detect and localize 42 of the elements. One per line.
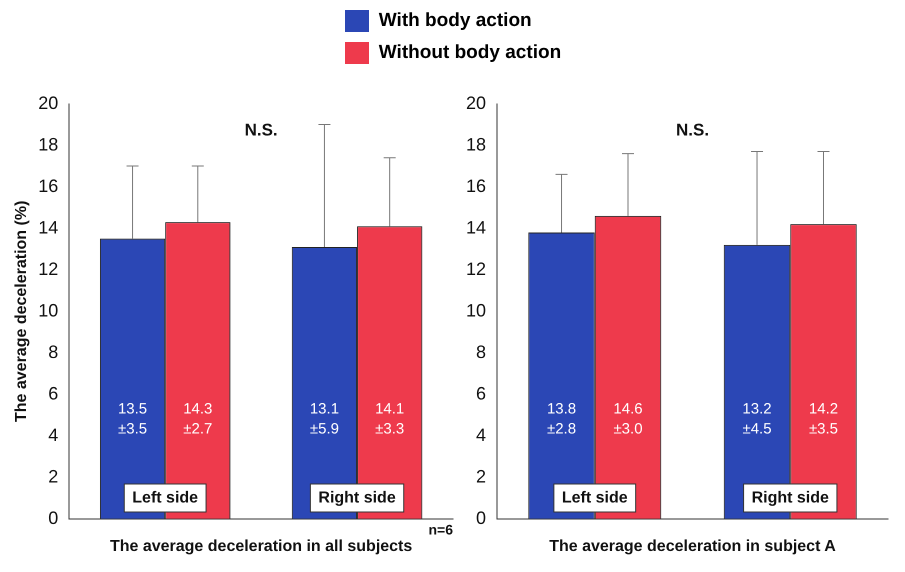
y-tick-label: 12: [466, 258, 486, 279]
legend-label: With body action: [378, 10, 532, 32]
y-tick-label: 0: [476, 508, 486, 528]
y-tick-label: 0: [48, 508, 58, 528]
y-tick-label: 16: [466, 176, 486, 196]
y-tick-label: 12: [38, 258, 58, 279]
y-tick-label: 18: [38, 134, 58, 154]
y-tick-label: 16: [38, 176, 58, 196]
y-tick-label: 8: [476, 342, 486, 362]
legend-label: Without body action: [378, 42, 562, 64]
y-axis-title: The average deceleration (%): [13, 200, 30, 422]
annotation: N.S.: [244, 120, 278, 140]
y-tick-label: 2: [48, 466, 58, 486]
data-label: 14.6 ±3.0: [613, 400, 643, 438]
x-tick-label: Left side: [562, 489, 628, 506]
y-tick-label: 4: [476, 424, 486, 445]
data-label: 13.5 ±3.5: [118, 400, 148, 438]
text: n=6: [428, 522, 454, 538]
x-tick-label: Right side: [318, 489, 396, 506]
y-tick-label: 20: [466, 92, 486, 113]
data-label: 13.1 ±5.9: [310, 400, 340, 438]
data-label: 13.2 ±4.5: [742, 400, 772, 438]
data-label: 14.3 ±2.7: [183, 400, 212, 438]
data-label: 13.8 ±2.8: [546, 400, 576, 438]
y-tick-label: 14: [466, 217, 486, 238]
x-tick-label: Left side: [132, 489, 198, 506]
y-tick-label: 2: [476, 466, 486, 486]
y-tick-label: 6: [48, 383, 58, 404]
data-label: 14.2 ±3.5: [808, 400, 838, 438]
y-tick-label: 8: [48, 342, 58, 362]
y-tick-label: 4: [48, 424, 58, 445]
y-tick-label: 6: [476, 383, 486, 404]
y-tick-label: 18: [466, 134, 486, 154]
data-label: 14.1 ±3.3: [375, 400, 404, 438]
x-axis-title: The average deceleration in subject A: [549, 538, 836, 555]
y-tick-label: 20: [38, 92, 58, 113]
x-tick-label: Right side: [752, 489, 830, 506]
y-tick-label: 10: [466, 300, 486, 320]
annotation: N.S.: [676, 120, 710, 140]
x-axis-title: The average deceleration in all subjects: [110, 538, 412, 555]
y-tick-label: 14: [38, 217, 58, 238]
y-tick-label: 10: [38, 300, 58, 320]
